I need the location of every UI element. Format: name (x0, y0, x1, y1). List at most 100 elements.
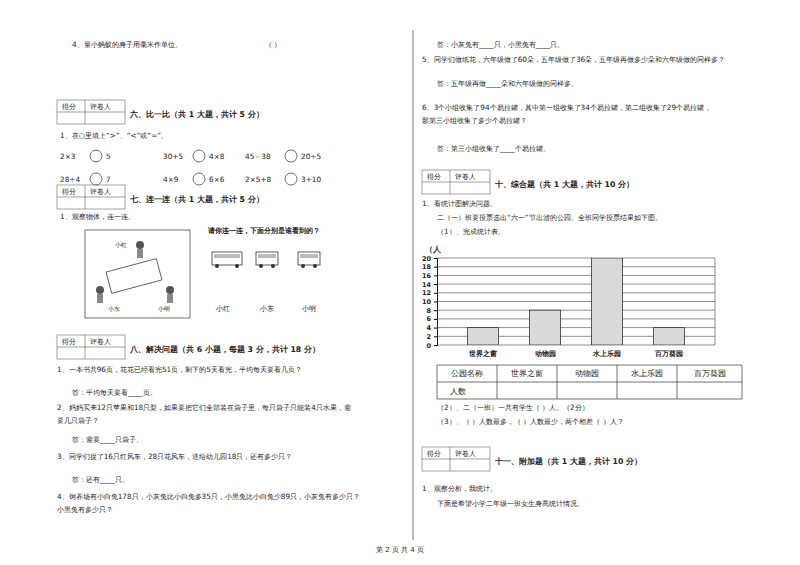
score-box-frame (57, 185, 125, 209)
score-box-rule (422, 459, 490, 460)
tick-label: 水上乐园 (592, 349, 621, 358)
grid-line (437, 318, 715, 319)
table-rule (437, 382, 742, 383)
scene-label: 小东 (108, 305, 120, 312)
bus-wheel (271, 264, 275, 268)
answer-line: 答：五年级再做____朵和六年级做的同样多。 (437, 79, 578, 88)
score-label: 得分 (62, 337, 76, 346)
bar-chart: 02468101214161820世界之窗动物园水上乐园百万葵园（人 (422, 245, 715, 358)
bar (654, 328, 685, 345)
person-body (97, 294, 103, 303)
tick-mark (434, 267, 437, 268)
score-label: 得分 (427, 449, 441, 458)
table-rule (497, 365, 498, 399)
score-box-rule (85, 100, 86, 124)
table-rule (437, 365, 438, 399)
bus-window (258, 254, 276, 258)
tick-label: 14 (422, 281, 432, 289)
tick-label: 6 (426, 315, 431, 323)
bar (592, 258, 623, 345)
table-header: 世界之窗 (511, 369, 543, 378)
answer-line: 答：平均每天要看____页。 (72, 388, 157, 397)
expression: 30+5 (163, 152, 183, 161)
score-box-rule (57, 112, 125, 113)
table-header: 公园名称 (451, 369, 483, 378)
score-box-rule (85, 185, 86, 209)
bus (106, 259, 162, 294)
expression: 3+10 (301, 175, 321, 184)
person-body (167, 294, 173, 303)
bars (468, 258, 685, 345)
tick-mark (434, 310, 437, 311)
score-box-rule (85, 335, 86, 359)
bus-wheel (235, 264, 239, 268)
scene-label: 小明 (158, 305, 170, 312)
name-option: 小明 (302, 304, 316, 313)
answer-line: 答：还有____只。 (72, 475, 129, 484)
expression: 6×6 (209, 175, 225, 184)
tick: 18 (422, 263, 437, 271)
score-box-rule (450, 170, 451, 194)
bus-view (212, 252, 242, 268)
tick-label: 0 (426, 342, 431, 350)
tick: 12 (422, 289, 437, 297)
question: 3、同学们捉了16只红风车，28只花风车，送给幼儿园18只，还有多少只？ (57, 452, 293, 461)
table-rule (742, 365, 743, 399)
section-heading: 十、综合题（共 1 大题，共计 10 分） (494, 180, 634, 189)
tick-mark (434, 258, 437, 259)
expression: 45－38 (245, 152, 271, 161)
expression: 5 (106, 152, 111, 161)
grader-label: 评卷人 (455, 449, 476, 458)
answer-circle (285, 150, 297, 162)
table-rule (437, 365, 742, 366)
axis-title: （人 (425, 245, 442, 254)
question: （1）、完成统计表。 (437, 227, 505, 236)
question: 2、妈妈买来12只苹果和18只梨，如果要把它们全部装在袋子里，每只袋子只能装4只… (57, 403, 351, 412)
bus-body (212, 252, 242, 265)
table-row-label: 人数 (450, 387, 466, 396)
bus-window (300, 254, 318, 258)
bus-body (256, 252, 278, 265)
section-heading: 六、比一比（共 1 大题，共计 5 分） (129, 110, 264, 119)
tick-mark (434, 336, 437, 337)
tick: 0 (426, 342, 437, 350)
bus-wheel (301, 264, 305, 268)
score-box-rule (57, 347, 125, 348)
question: 6、3个小组收集了94个易拉罐，其中第一组收集了34个易拉罐，第二组收集了29个… (422, 103, 711, 112)
grader-label: 评卷人 (90, 337, 111, 346)
answer-line: 答：小灰兔有____只，小黑兔有____只。 (437, 40, 564, 49)
tick-label: 10 (422, 298, 432, 306)
grid-line (437, 292, 715, 293)
score-box-frame (57, 335, 125, 359)
tick: 4 (426, 324, 437, 332)
tick: 16 (422, 272, 437, 280)
scene-label: 小红 (115, 241, 127, 248)
person-head (136, 241, 144, 249)
answer-line: 答：第三小组收集了____个易拉罐。 (437, 144, 550, 153)
person-head (166, 286, 174, 294)
question: 4、量小蚂蚁的身子用毫米作单位。 (72, 40, 182, 49)
prompt: 请你连一连，下面分别是谁看到的？ (207, 226, 320, 235)
y-axis: 02468101214161820 (422, 255, 438, 350)
question: 要几只袋子？ (57, 416, 99, 425)
tick-label: 18 (422, 263, 432, 271)
answer-circle (90, 173, 102, 185)
grid-line (437, 310, 715, 311)
expression: 28÷4 (60, 175, 80, 184)
score-label: 得分 (427, 172, 441, 181)
score-box-frame (422, 447, 490, 471)
question: 1、一本书共96页，花花已经看完51页，剩下的5天看完，平均每天要看几页？ (57, 365, 302, 374)
column-divider (413, 30, 414, 540)
score-box: 得分 评卷人 (57, 335, 125, 359)
score-box-rule (57, 197, 125, 198)
question: 1、看统计图解决问题。 (422, 199, 497, 208)
table-rule (677, 365, 678, 399)
tick-label: 8 (426, 307, 431, 315)
score-box: 得分 评卷人 (422, 447, 490, 471)
table-rule (617, 365, 618, 399)
expression: 20÷5 (301, 152, 321, 161)
answer-circle (193, 173, 205, 185)
bus-view (298, 252, 320, 268)
score-box: 得分评卷人 (422, 170, 490, 194)
grid-line (437, 284, 715, 285)
